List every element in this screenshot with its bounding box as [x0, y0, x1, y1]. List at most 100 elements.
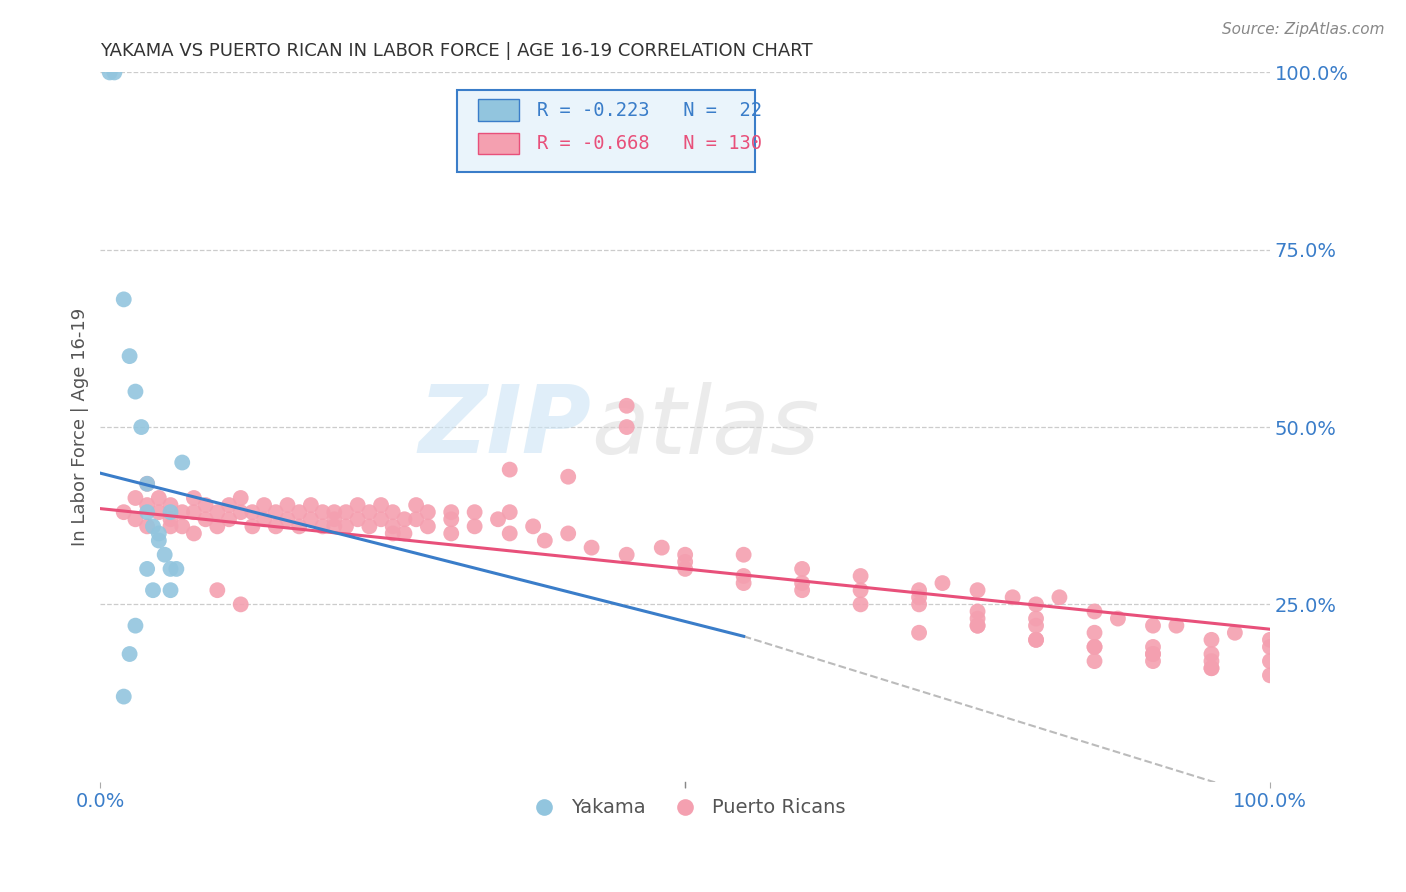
Point [381, 526, 404, 541]
Point [581, 541, 603, 555]
Point [112, 690, 135, 704]
Point [394, 526, 416, 541]
Point [335, 519, 357, 533]
Point [183, 491, 205, 505]
Point [1258, 640, 1281, 654]
Point [112, 293, 135, 307]
Point [557, 526, 579, 541]
Point [1258, 668, 1281, 682]
Point [253, 498, 276, 512]
Point [136, 476, 159, 491]
Point [159, 512, 181, 526]
Point [790, 576, 813, 591]
Point [148, 491, 170, 505]
Point [370, 498, 392, 512]
Point [148, 505, 170, 519]
Point [616, 399, 638, 413]
Point [966, 618, 988, 632]
Point [264, 519, 287, 533]
Point [416, 519, 439, 533]
Point [124, 618, 146, 632]
Point [264, 505, 287, 519]
Point [183, 505, 205, 519]
Point [172, 519, 194, 533]
Point [218, 498, 240, 512]
Point [1166, 618, 1188, 632]
Point [165, 562, 187, 576]
Point [359, 519, 381, 533]
Text: Source: ZipAtlas.com: Source: ZipAtlas.com [1222, 22, 1385, 37]
Point [124, 491, 146, 505]
Point [311, 519, 333, 533]
Point [486, 512, 509, 526]
Point [849, 598, 872, 612]
Point [966, 618, 988, 632]
Point [159, 562, 181, 576]
Point [276, 498, 298, 512]
Point [242, 519, 264, 533]
Point [1142, 647, 1164, 661]
Point [359, 505, 381, 519]
Point [172, 505, 194, 519]
Point [1025, 618, 1047, 632]
Point [1001, 591, 1024, 605]
Point [172, 456, 194, 470]
Point [522, 519, 544, 533]
Point [651, 541, 673, 555]
Point [136, 498, 159, 512]
Point [288, 519, 311, 533]
Point [207, 583, 229, 598]
Point [499, 462, 522, 476]
Point [405, 512, 427, 526]
Point [733, 576, 755, 591]
Point [311, 505, 333, 519]
Point [1049, 591, 1071, 605]
Point [218, 512, 240, 526]
Point [966, 611, 988, 625]
Point [1025, 598, 1047, 612]
Point [194, 512, 217, 526]
Point [908, 625, 931, 640]
Point [464, 505, 486, 519]
Point [124, 512, 146, 526]
Point [908, 591, 931, 605]
Point [112, 505, 135, 519]
Point [381, 505, 404, 519]
Point [394, 512, 416, 526]
Point [288, 505, 311, 519]
Text: YAKAMA VS PUERTO RICAN IN LABOR FORCE | AGE 16-19 CORRELATION CHART: YAKAMA VS PUERTO RICAN IN LABOR FORCE | … [100, 42, 813, 60]
Point [207, 519, 229, 533]
Point [1201, 647, 1223, 661]
Point [440, 512, 463, 526]
Point [346, 498, 368, 512]
Point [1083, 605, 1105, 619]
Point [118, 647, 141, 661]
Point [1201, 654, 1223, 668]
Point [183, 526, 205, 541]
Point [1083, 640, 1105, 654]
FancyBboxPatch shape [478, 99, 519, 120]
Point [1107, 611, 1129, 625]
Legend: Yakama, Puerto Ricans: Yakama, Puerto Ricans [517, 790, 853, 825]
Point [118, 349, 141, 363]
Point [346, 512, 368, 526]
Point [299, 512, 322, 526]
FancyBboxPatch shape [457, 90, 755, 172]
FancyBboxPatch shape [478, 133, 519, 154]
Point [464, 519, 486, 533]
Y-axis label: In Labor Force | Age 16-19: In Labor Force | Age 16-19 [72, 308, 89, 546]
Point [931, 576, 953, 591]
Point [1142, 654, 1164, 668]
Point [136, 562, 159, 576]
Point [440, 526, 463, 541]
Point [229, 491, 252, 505]
Point [790, 583, 813, 598]
Point [323, 505, 346, 519]
Point [908, 598, 931, 612]
Point [1258, 632, 1281, 647]
Point [1142, 647, 1164, 661]
Point [299, 498, 322, 512]
Point [229, 598, 252, 612]
Point [136, 476, 159, 491]
Point [849, 583, 872, 598]
